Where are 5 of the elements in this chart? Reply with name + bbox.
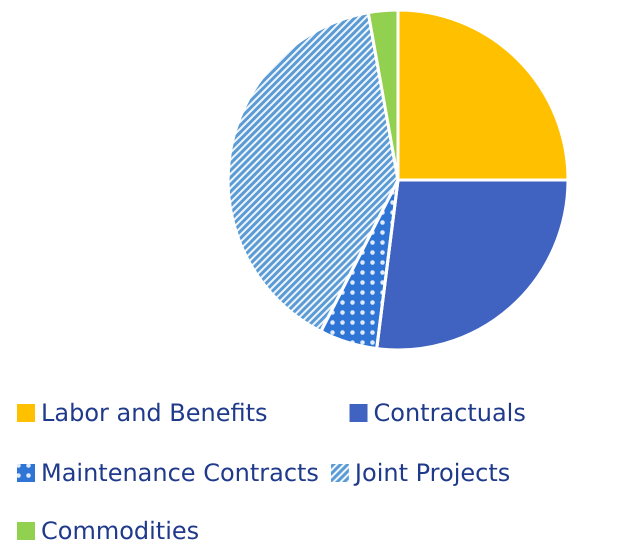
legend-label: Maintenance Contracts bbox=[41, 459, 319, 487]
legend-label: Commodities bbox=[41, 517, 200, 545]
legend-label: Contractuals bbox=[374, 399, 526, 427]
legend-label: Joint Projects bbox=[352, 459, 510, 487]
legend-label: Labor and Benefits bbox=[41, 399, 268, 427]
